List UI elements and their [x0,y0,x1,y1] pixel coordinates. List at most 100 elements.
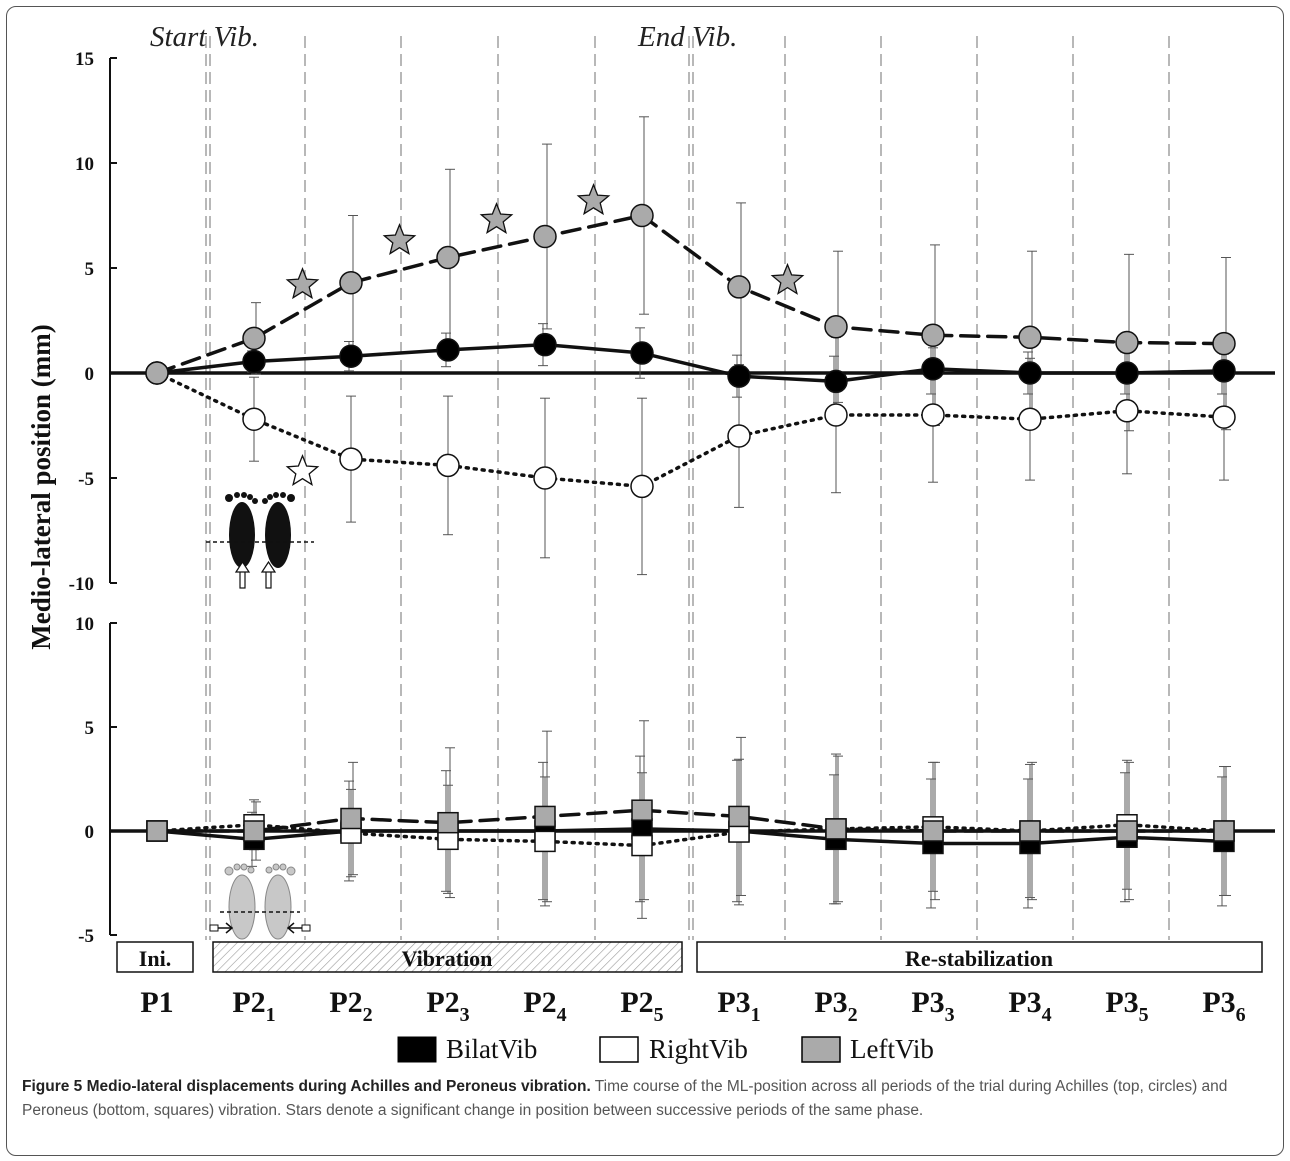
data-point-rightvib [1115,399,1139,423]
caption-text: Time course of the ML-position across al… [22,1078,1228,1119]
y-tick-label: -5 [78,926,94,947]
data-point-rightvib [631,834,653,857]
significance-star-icon [479,201,514,235]
x-tick-label: P35 [1105,986,1148,1026]
phase-label-restabilization: Re-stabilization [905,946,1053,971]
data-point-rightvib [339,447,363,471]
x-tick-label: P34 [1008,986,1051,1026]
data-point-rightvib [921,403,945,427]
data-point-leftvib [340,807,362,830]
x-tick-label: P33 [911,986,954,1026]
y-tick-label: 10 [75,154,94,175]
data-point-leftvib [1213,820,1235,842]
end-vib-annotation: End Vib. [637,21,737,53]
figure-chart: 15 10 5 0 -5 -10 10 5 0 -5 Start Vib. End Vib. Me… [26,21,1275,1064]
data-point-bilatvib [727,364,751,388]
bilateral-achilles-feet-icon [206,492,314,589]
data-point-bilatvib [1115,361,1139,385]
x-tick-label: P22 [329,986,372,1026]
data-point-leftvib [922,820,944,842]
data-point-rightvib [533,466,557,490]
data-point-bilatvib [1018,361,1042,385]
start-vib-annotation: Start Vib. [150,21,259,53]
significance-star-icon [770,262,805,295]
y-tick-label: 15 [75,49,94,70]
legend-label-rightvib: RightVib [649,1034,748,1064]
figure-caption: Figure 5 Medio-lateral displacements dur… [22,1075,1262,1123]
legend-swatch-rightvib [599,1036,639,1063]
caption-title: Figure 5 Medio-lateral displacements dur… [22,1078,591,1095]
legend-swatch-leftvib [801,1036,841,1063]
data-point-leftvib [1212,331,1236,356]
x-tick-label: P1 [140,986,173,1019]
y-tick-label: -5 [78,469,94,490]
significance-star-icon [382,222,417,256]
significance-star-icon [285,453,320,487]
x-tick-label: P25 [620,986,663,1026]
x-tick-label: P24 [523,986,566,1026]
data-point-leftvib [1019,820,1041,842]
data-point-leftvib [825,818,847,840]
data-point-rightvib [1212,405,1236,429]
legend: BilatVib RightVib LeftVib [397,1034,934,1064]
data-point-leftvib [437,811,459,834]
data-point-leftvib [145,361,169,385]
legend-label-leftvib: LeftVib [850,1034,934,1064]
data-point-leftvib [1115,330,1139,355]
series-line-leftvib [155,213,1226,375]
x-tick-label: P36 [1202,986,1245,1026]
data-point-leftvib [921,323,945,347]
data-point-leftvib [824,315,848,339]
x-tick-label: P23 [426,986,469,1026]
y-tick-label: 5 [85,259,95,280]
data-point-bilatvib [824,369,848,394]
data-point-leftvib [436,245,460,270]
series-line-bilatvib [155,342,1226,384]
y-tick-label: -10 [69,574,94,595]
y-tick-label: 0 [85,364,95,385]
data-point-rightvib [630,474,654,499]
data-point-bilatvib [1212,359,1236,383]
data-point-bilatvib [533,332,557,357]
data-point-leftvib [242,326,266,351]
phase-box-vibration [212,941,683,973]
phase-box-restabilization [696,941,1263,973]
data-point-rightvib [436,453,460,478]
data-point-bilatvib [339,344,363,368]
data-point-leftvib [631,799,653,821]
y-tick-label: 10 [75,614,94,635]
bilateral-peroneus-feet-icon [209,863,311,940]
y-tick-label: 5 [85,718,95,739]
data-point-leftvib [533,224,557,249]
phase-label-ini: Ini. [139,946,171,971]
phase-box-ini [116,941,194,973]
data-point-rightvib [534,830,556,853]
data-point-bilatvib [436,338,460,362]
x-tick-label: P21 [232,986,275,1026]
series-line-rightvib [155,371,1226,489]
data-point-leftvib [630,203,654,228]
data-point-rightvib [242,407,266,431]
y-axis-label: Medio-lateral position (mm) [26,324,56,649]
data-point-bilatvib [921,357,945,381]
data-point-leftvib [727,275,751,299]
series-line-leftvib [155,808,1226,833]
data-point-bilatvib [630,341,654,365]
y-tick-label: 0 [85,822,95,843]
legend-swatch-bilatvib [397,1036,437,1063]
data-point-leftvib [339,270,363,295]
data-point-rightvib [1018,407,1042,431]
data-point-leftvib [243,820,265,842]
data-point-leftvib [1018,325,1042,350]
phase-label-vibration: Vibration [402,946,493,971]
significance-star-icon [285,267,320,300]
data-point-bilatvib [242,349,266,374]
data-point-rightvib [727,424,751,448]
data-point-leftvib [534,805,556,828]
data-point-leftvib [728,805,750,828]
data-point-leftvib [146,820,168,842]
significance-star-icon [576,183,611,216]
x-tick-label: P31 [717,986,760,1026]
data-point-leftvib [1116,820,1138,842]
x-tick-label: P32 [814,986,857,1026]
